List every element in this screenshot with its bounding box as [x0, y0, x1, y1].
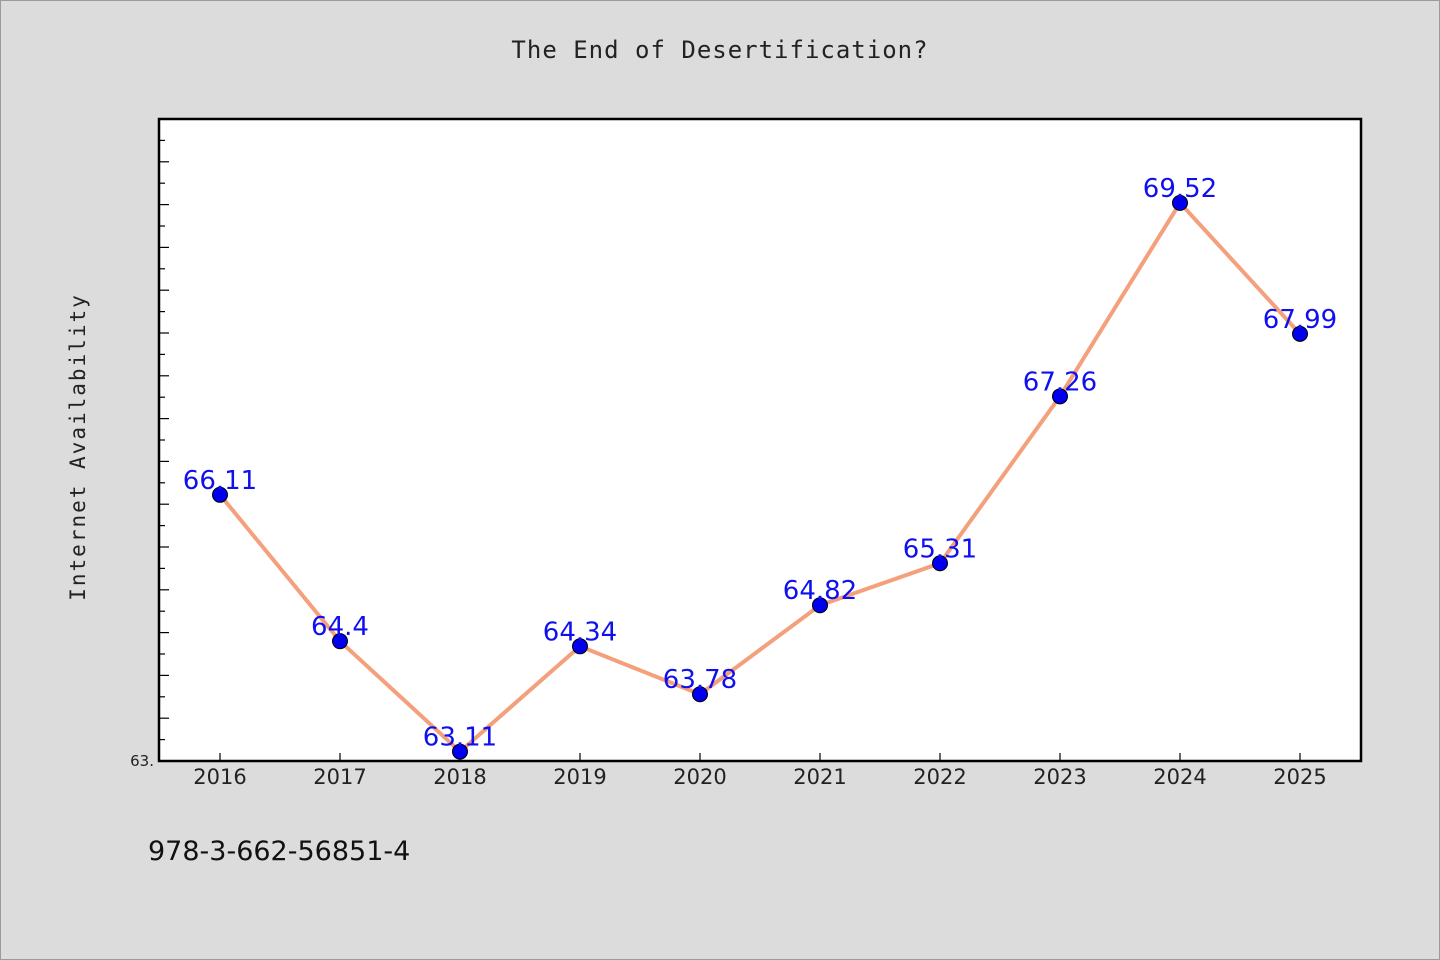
data-label: 66.11 — [183, 466, 257, 496]
data-point — [452, 743, 468, 760]
data-label: 64.4 — [311, 612, 369, 642]
data-label: 63.78 — [663, 665, 737, 695]
isbn-footer: 978-3-662-56851-4 — [148, 836, 411, 867]
x-tick-label: 2020 — [673, 765, 726, 789]
data-point — [812, 597, 828, 614]
x-tick-label: 2018 — [433, 765, 486, 789]
data-label: 64.82 — [783, 576, 857, 606]
chart-title: The End of Desertification? — [511, 36, 929, 64]
data-label: 69.52 — [1143, 174, 1217, 204]
series-line — [218, 200, 1302, 754]
data-label: 67.99 — [1263, 305, 1337, 335]
x-tick-label: 2024 — [1153, 765, 1206, 789]
data-point — [692, 686, 708, 703]
plot-area — [157, 117, 1363, 763]
x-tick-label: 2017 — [313, 765, 366, 789]
x-axis-ticks: 2016 2017 2018 2019 2020 2021 2022 2023 2024 2025 — [193, 753, 1327, 789]
data-label: 64.34 — [543, 617, 617, 647]
data-point — [1052, 388, 1068, 405]
x-tick-label: 2016 — [193, 765, 246, 789]
x-tick-label: 2025 — [1273, 765, 1326, 789]
data-point — [572, 638, 588, 655]
data-point — [932, 555, 948, 572]
data-label: 63.11 — [423, 723, 497, 753]
y-min-tick-label: 63. — [130, 752, 154, 770]
y-axis-label: Internet Availability — [66, 293, 90, 601]
x-tick-label: 2019 — [553, 765, 606, 789]
data-point — [1292, 325, 1308, 342]
data-point — [1172, 194, 1188, 211]
data-labels: 66.11 64.4 63.11 64.34 63.78 64.82 65.31 67.26 6… — [183, 174, 1337, 753]
data-point — [212, 486, 228, 503]
x-tick-label: 2021 — [793, 765, 846, 789]
x-tick-label: 2023 — [1033, 765, 1086, 789]
series-markers — [212, 194, 1308, 760]
data-point — [332, 633, 348, 650]
data-label: 65.31 — [903, 534, 977, 564]
x-tick-label: 2022 — [913, 765, 966, 789]
y-axis-ticks — [159, 118, 169, 762]
data-label: 67.26 — [1023, 367, 1097, 397]
